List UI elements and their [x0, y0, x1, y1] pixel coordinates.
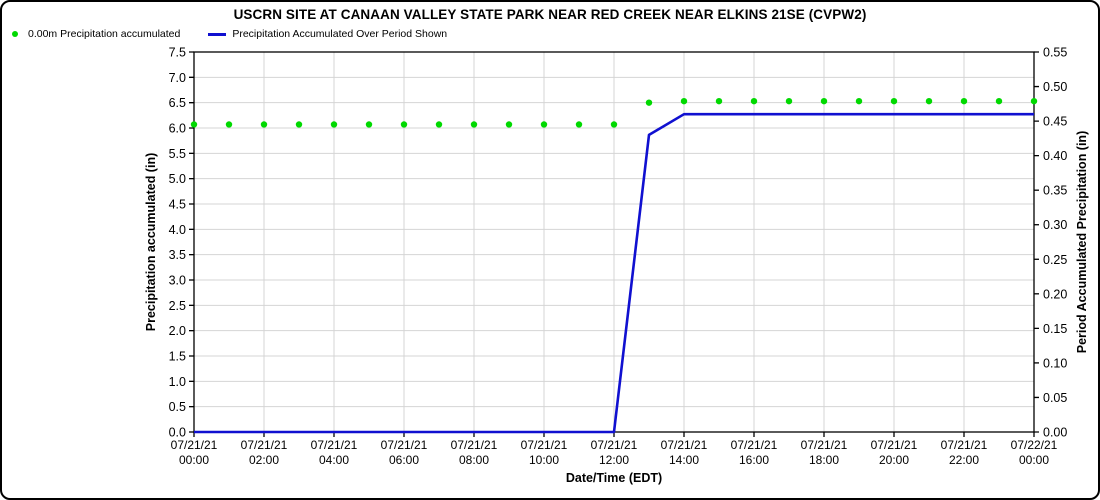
y-left-tick-label: 7.0 [169, 71, 186, 85]
precip-accumulated-dot [925, 97, 933, 105]
y-left-tick-label: 0.0 [169, 426, 186, 440]
y-left-tick-label: 2.0 [169, 324, 186, 338]
x-tick-label-time: 16:00 [739, 453, 769, 467]
x-tick-label-time: 00:00 [1019, 453, 1049, 467]
y-left-tick-label: 1.0 [169, 375, 186, 389]
x-tick-label-date: 07/21/21 [241, 438, 288, 452]
period-accumulated-line [194, 112, 1034, 434]
x-tick-label-date: 07/21/21 [801, 438, 848, 452]
precip-accumulated-dot [540, 121, 548, 128]
precip-accumulated-dot [400, 121, 408, 128]
y-right-tick-label: 0.15 [1043, 322, 1067, 336]
legend-label-accumulated: 0.00m Precipitation accumulated [28, 28, 181, 40]
y-right-tick-label: 0.55 [1043, 46, 1067, 60]
chart-title: USCRN SITE AT CANAAN VALLEY STATE PARK N… [233, 7, 867, 22]
x-tick-label-date: 07/22/21 [1011, 438, 1058, 452]
x-tick-label-date: 07/21/21 [731, 438, 778, 452]
x-tick-label-time: 04:00 [319, 453, 349, 467]
x-tick-label-time: 08:00 [459, 453, 489, 467]
precip-accumulated-dot [610, 121, 618, 128]
precip-accumulated-dot [295, 121, 303, 128]
x-tick-label-date: 07/21/21 [381, 438, 428, 452]
y-left-tick-label: 3.0 [169, 274, 186, 288]
precip-accumulated-dot [190, 121, 198, 128]
x-tick-label-time: 06:00 [389, 453, 419, 467]
precip-accumulated-dot [960, 97, 968, 105]
y-right-tick-label: 0.45 [1043, 115, 1067, 129]
y-left-tick-label: 6.5 [169, 96, 186, 110]
y-left-tick-label: 6.0 [169, 122, 186, 136]
y-right-tick-label: 0.40 [1043, 149, 1067, 163]
precip-accumulated-dot [575, 121, 583, 128]
precip-accumulated-dot [225, 121, 233, 128]
x-tick-label-date: 07/21/21 [661, 438, 708, 452]
precip-accumulated-dot [680, 97, 688, 105]
y-right-tick-label: 0.10 [1043, 356, 1067, 370]
y-right-tick-label: 0.05 [1043, 391, 1067, 405]
precip-accumulated-dot [435, 121, 443, 128]
precip-accumulated-dot [785, 97, 793, 105]
x-tick-label-time: 10:00 [529, 453, 559, 467]
legend-item-accumulated: 0.00m Precipitation accumulated [12, 28, 180, 40]
y-left-tick-label: 0.5 [169, 400, 186, 414]
x-tick-label-time: 12:00 [599, 453, 629, 467]
y-left-tick-label: 3.5 [169, 248, 186, 262]
x-tick-label-date: 07/21/21 [521, 438, 568, 452]
x-tick-label-date: 07/21/21 [871, 438, 918, 452]
y-right-tick-label: 0.00 [1043, 426, 1067, 440]
precip-accumulated-dot [820, 97, 828, 105]
precip-accumulated-dot [365, 121, 373, 128]
y-left-tick-label: 1.5 [169, 350, 186, 364]
y-right-tick-label: 0.25 [1043, 253, 1067, 267]
x-tick-label-date: 07/21/21 [311, 438, 358, 452]
x-tick-label-time: 22:00 [949, 453, 979, 467]
legend-label-period: Precipitation Accumulated Over Period Sh… [232, 28, 448, 40]
blue-line-marker-icon [208, 32, 227, 36]
y-left-tick-label: 4.5 [169, 198, 186, 212]
x-axis-title: Date/Time (EDT) [565, 471, 663, 485]
y-left-tick-label: 5.0 [169, 172, 186, 186]
precip-accumulated-dot [750, 97, 758, 105]
y-right-tick-label: 0.35 [1043, 184, 1067, 198]
precip-accumulated-dot [330, 121, 338, 128]
green-dot-marker-icon [12, 31, 18, 37]
precip-accumulated-dot [890, 97, 898, 105]
x-tick-label-date: 07/21/21 [591, 438, 638, 452]
y-right-tick-label: 0.50 [1043, 80, 1067, 94]
x-tick-label-time: 20:00 [879, 453, 909, 467]
x-tick-label-date: 07/21/21 [941, 438, 988, 452]
x-tick-label-time: 02:00 [249, 453, 279, 467]
x-tick-label-date: 07/21/21 [171, 438, 218, 452]
precip-accumulated-dot [1030, 97, 1038, 105]
y-right-tick-label: 0.30 [1043, 218, 1067, 232]
legend-item-period: Precipitation Accumulated Over Period Sh… [208, 28, 447, 40]
y-left-tick-label: 2.5 [169, 299, 186, 313]
x-tick-label-time: 00:00 [179, 453, 209, 467]
precip-accumulated-dot [260, 121, 268, 128]
precip-accumulated-dot [505, 121, 513, 128]
y-left-tick-label: 7.5 [169, 46, 186, 60]
x-tick-label-time: 18:00 [809, 453, 839, 467]
y-left-tick-label: 5.5 [169, 147, 186, 161]
y-left-tick-label: 4.0 [169, 223, 186, 237]
x-tick-label-date: 07/21/21 [451, 438, 498, 452]
y-right-tick-label: 0.20 [1043, 287, 1067, 301]
legend: 0.00m Precipitation accumulated Precipit… [12, 28, 447, 40]
precip-accumulated-dot [470, 121, 478, 128]
precip-accumulated-dot [645, 99, 653, 106]
precip-accumulated-dot [715, 97, 723, 105]
precip-accumulated-dot [855, 97, 863, 105]
precip-accumulated-dot [995, 97, 1003, 105]
x-tick-label-time: 14:00 [669, 453, 699, 467]
